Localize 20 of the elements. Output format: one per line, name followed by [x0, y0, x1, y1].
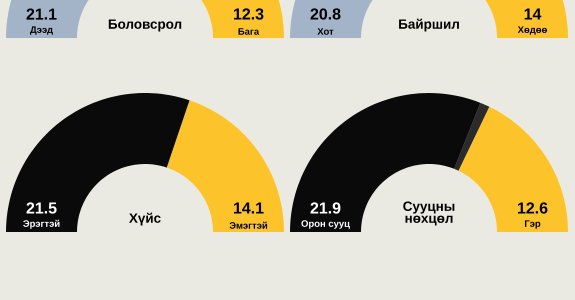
data-label: 12.6 — [518, 202, 548, 214]
data-label: 21.5 — [26, 202, 57, 214]
data-label: 21.1 — [26, 8, 57, 20]
text: Хүйс — [129, 212, 161, 226]
text: Сууцны нөхцөл — [403, 201, 454, 226]
slice-label: Эрэгтэй — [23, 220, 60, 229]
data-label: 21.9 — [310, 202, 340, 214]
slice-label: Бага — [238, 28, 260, 35]
text: Боловсрол — [108, 19, 182, 32]
slice-label: Хот — [317, 28, 334, 35]
slice-label: Хөдөө — [518, 26, 547, 35]
slice-label: Гэр — [524, 220, 540, 229]
data-label: 12.3 — [234, 8, 264, 20]
slice-label: Орон сууц — [301, 220, 350, 229]
data-label: 20.8 — [310, 8, 341, 20]
data-label: 14.1 — [234, 202, 264, 214]
data-label: 14 — [524, 8, 542, 20]
text: Байршил — [399, 18, 459, 32]
slice-label: Дээд — [30, 26, 53, 35]
slice-label: Эмэгтэй — [230, 222, 268, 229]
